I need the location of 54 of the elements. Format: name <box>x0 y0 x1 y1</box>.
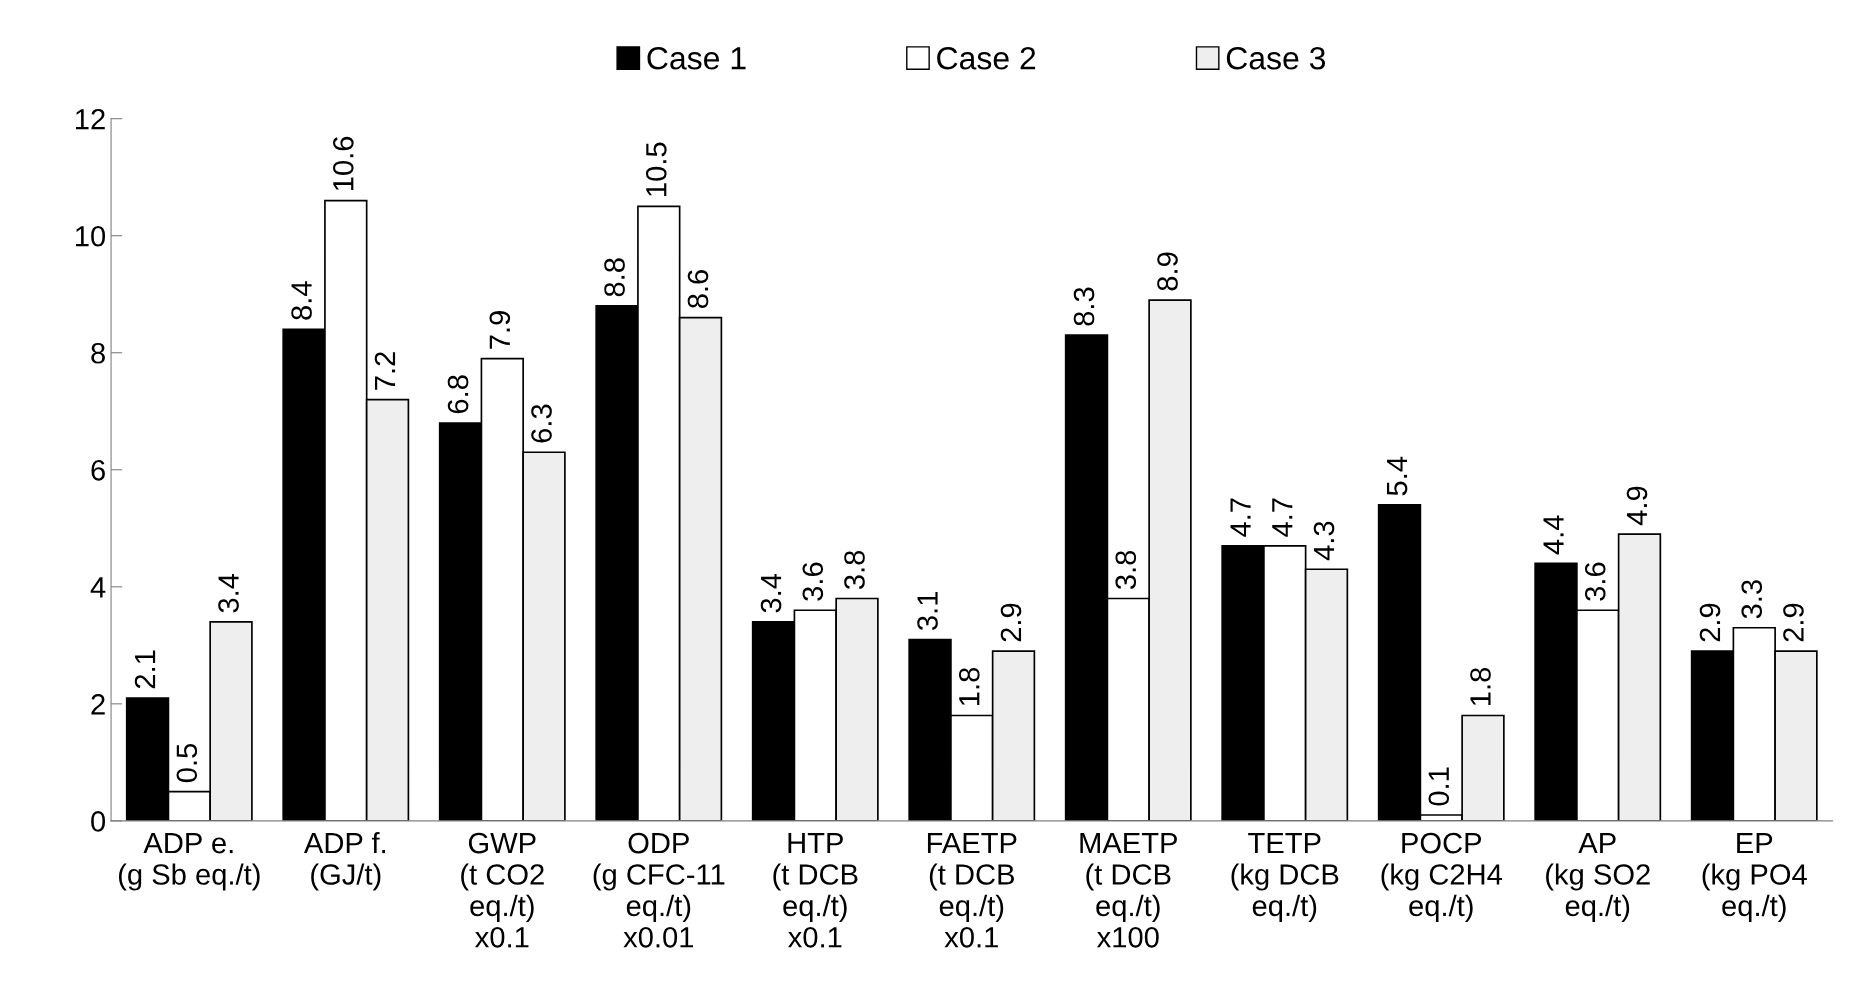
data-label: 10.5 <box>645 142 667 196</box>
x-tick-label: AP (kg SO2 eq./t) <box>1546 833 1650 922</box>
data-label: 3.4 <box>760 573 782 613</box>
data-label: 0.1 <box>1428 767 1450 806</box>
data-label: 2.1 <box>134 650 156 689</box>
data-label: 6.3 <box>531 404 552 443</box>
data-label: 1.8 <box>958 667 980 705</box>
y-tick-label: 12 <box>75 108 105 130</box>
data-label: 2.9 <box>1000 603 1022 642</box>
data-label: 2.9 <box>1699 603 1721 642</box>
data-label: 0.5 <box>176 743 198 783</box>
data-label: 8.4 <box>291 281 312 320</box>
data-label: 5.4 <box>1387 456 1408 496</box>
data-label: 2.9 <box>1783 603 1804 642</box>
data-label: 3.8 <box>1115 550 1137 590</box>
data-label: 3.3 <box>1741 580 1763 619</box>
y-tick-label: 4 <box>90 577 106 598</box>
data-label: 8.8 <box>604 258 625 297</box>
x-tick-label: MAETP (t DCB eq./t) x100 <box>1080 833 1177 948</box>
data-label: 3.6 <box>1584 562 1606 601</box>
y-tick-label: 0 <box>91 811 106 832</box>
x-tick-label: FAETP (t DCB eq./t) x0.1 <box>927 833 1017 948</box>
x-tick-label: TETP (kg DCB eq./t) <box>1231 833 1339 922</box>
y-tick-label: 8 <box>91 342 105 364</box>
data-label: 3.1 <box>917 592 938 631</box>
x-tick-label: ADP f. (GJ/t) <box>303 832 386 891</box>
data-label: 7.2 <box>374 352 396 390</box>
x-tick-label: ODP (g CFC-11 eq./t) x0.01 <box>593 832 725 948</box>
y-tick-label: 6 <box>91 459 105 481</box>
x-tick-label: HTP (t DCB eq./t) x0.1 <box>773 833 858 948</box>
data-label: 3.4 <box>218 573 239 613</box>
y-tick-label: 10 <box>75 225 106 247</box>
data-label: 7.9 <box>489 311 511 349</box>
data-label: 3.6 <box>802 562 824 601</box>
data-label: 8.3 <box>1073 287 1095 326</box>
data-label: 10.6 <box>332 136 354 191</box>
y-tick-label: 2 <box>91 694 105 715</box>
x-tick-label: POCP (kg C2H4 eq./t) <box>1381 832 1502 922</box>
data-label: 8.6 <box>687 270 709 309</box>
data-label: 4.9 <box>1626 486 1648 526</box>
data-label: 4.7 <box>1230 498 1251 537</box>
x-tick-label: ADP e. (g Sb eq./t) <box>118 833 260 891</box>
data-label: 8.9 <box>1157 252 1178 291</box>
data-label: 3.8 <box>844 550 865 590</box>
x-tick-label: GWP (t CO2 eq./t) x0.1 <box>461 832 544 948</box>
x-tick-label: EP (kg PO4 eq./t) <box>1702 833 1807 922</box>
legend-label: Case 3 <box>1226 46 1326 70</box>
legend-label: Case 2 <box>937 46 1036 70</box>
data-label: 6.8 <box>447 375 469 414</box>
data-label: 1.8 <box>1470 667 1491 705</box>
data-label: 4.4 <box>1543 515 1564 555</box>
data-label: 4.7 <box>1272 498 1293 537</box>
data-label: 4.3 <box>1313 521 1335 561</box>
legend-label: Case 1 <box>647 46 746 70</box>
